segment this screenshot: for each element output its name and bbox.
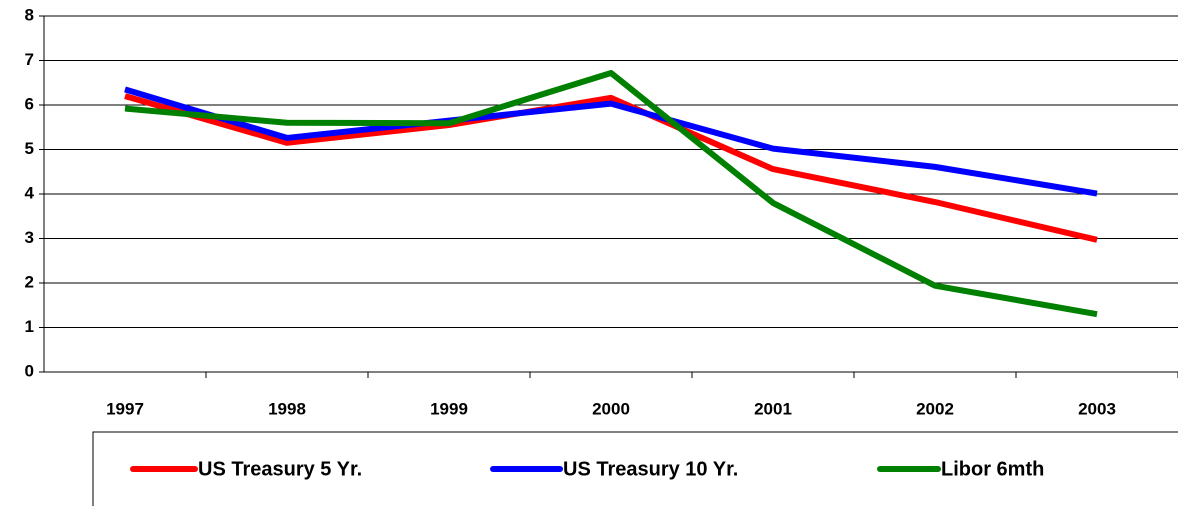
series-line — [124, 93, 1098, 243]
legend-box — [92, 431, 1178, 506]
x-tick-label: 1999 — [430, 399, 468, 418]
x-tick-label: 2000 — [592, 399, 630, 418]
x-tick-label: 1998 — [268, 399, 306, 418]
series-line — [124, 69, 1098, 318]
y-tick-label: 7 — [25, 50, 34, 69]
y-tick-label: 0 — [25, 361, 34, 380]
x-tick-label: 1997 — [106, 399, 144, 418]
y-tick-label: 6 — [25, 94, 34, 113]
legend-label: US Treasury 5 Yr. — [198, 458, 362, 480]
series-line — [124, 86, 1098, 197]
y-tick-label: 1 — [25, 317, 34, 336]
y-tick-label: 8 — [25, 5, 34, 24]
x-tick-label: 2002 — [916, 399, 954, 418]
y-tick-label: 5 — [25, 139, 34, 158]
x-tick-label: 2003 — [1078, 399, 1116, 418]
y-tick-label: 2 — [25, 272, 34, 291]
legend-label: Libor 6mth — [941, 458, 1044, 480]
x-tick-label: 2001 — [754, 399, 792, 418]
y-tick-label: 4 — [25, 183, 35, 202]
y-tick-label: 3 — [25, 228, 34, 247]
legend-label: US Treasury 10 Yr. — [563, 458, 738, 480]
